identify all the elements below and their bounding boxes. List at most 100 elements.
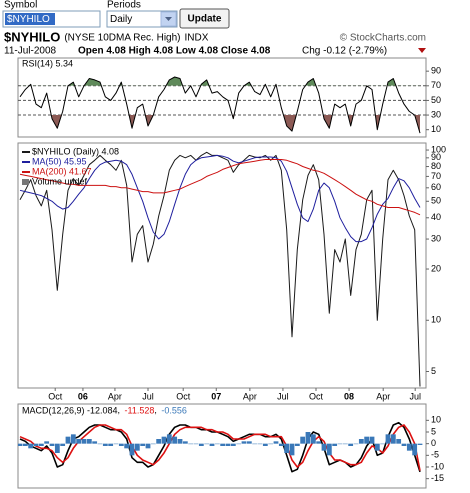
histogram-bar (342, 443, 348, 445)
histogram-bar (177, 439, 183, 444)
histogram-bar (33, 443, 39, 446)
histogram-bar (108, 443, 114, 446)
price-line (19, 154, 421, 243)
histogram-bar (284, 443, 290, 453)
histogram-bar (129, 443, 135, 456)
update-button[interactable] (179, 8, 230, 29)
macd-line (19, 421, 421, 473)
y-tick-label: -5 (431, 450, 439, 460)
y-tick-label: 20 (431, 263, 441, 273)
y-tick-label: 70 (431, 80, 441, 90)
histogram-bar (374, 443, 380, 451)
macd-line (19, 424, 421, 471)
y-tick-label: 60 (431, 182, 441, 192)
histogram-bar (358, 439, 364, 444)
x-tick-label: 06 (78, 391, 88, 401)
histogram-bar (49, 443, 55, 446)
legend-label: $NYHILO (Daily) 4.08 (32, 146, 119, 156)
histogram-bar (305, 432, 311, 444)
change: Chg -0.12 (-2.79%) (302, 46, 387, 57)
histogram-bar (326, 443, 332, 456)
histogram-bar (294, 443, 300, 446)
histogram-bar (241, 441, 247, 444)
histogram-bar (230, 443, 236, 446)
histogram-bar (300, 436, 306, 444)
y-tick-label: 50 (431, 95, 441, 105)
histogram-bar (54, 443, 60, 453)
histogram-bar (273, 441, 279, 444)
histogram-bar (124, 443, 130, 449)
histogram-bar (166, 434, 172, 444)
histogram-bar (22, 443, 28, 446)
y-tick-label: 50 (431, 196, 441, 206)
histogram-bar (18, 443, 23, 446)
histogram-bar (246, 441, 252, 444)
histogram-bar (316, 441, 322, 444)
period-select[interactable] (106, 10, 178, 28)
histogram-bar (188, 443, 194, 445)
selection (5, 13, 55, 25)
legend-label: Volume undef (32, 176, 88, 186)
histogram-bar (113, 443, 119, 445)
histogram-bar (156, 439, 162, 444)
histogram-bar (278, 443, 284, 446)
histogram-bar (134, 443, 140, 451)
histogram-bar (86, 439, 92, 444)
header-exchange: INDX (185, 33, 209, 44)
symbol-value: $NYHILO (7, 14, 50, 25)
y-tick-label: 0 (431, 438, 436, 448)
histogram-bar (417, 443, 423, 445)
histogram-bar (182, 441, 188, 444)
histogram-bar (60, 443, 66, 446)
price-line (19, 151, 421, 387)
x-tick-label: 07 (211, 391, 221, 401)
histogram-bar (209, 443, 215, 446)
y-tick-label: 90 (431, 66, 441, 76)
histogram-bar (348, 443, 354, 446)
x-tick-label: Jul (277, 391, 289, 401)
update-label: Update (188, 14, 222, 25)
histogram-bar (145, 443, 151, 449)
y-tick-label: 80 (431, 161, 441, 171)
y-tick-label: 5 (431, 426, 436, 436)
histogram-bar (204, 443, 210, 445)
histogram-bar (268, 443, 274, 445)
histogram-bar (81, 439, 87, 444)
x-tick-label: 08 (344, 391, 354, 401)
histogram-bar (321, 443, 327, 451)
histogram-bar (364, 436, 370, 444)
histogram-bar (406, 443, 412, 451)
y-tick-label: 30 (431, 233, 441, 243)
histogram-bar (353, 443, 359, 445)
x-tick-label: Apr (243, 391, 257, 401)
histogram-bar (193, 443, 199, 445)
y-tick-label: -10 (431, 461, 444, 471)
histogram-bar (65, 436, 71, 444)
histogram-bar (380, 443, 386, 445)
down-arrow (418, 48, 426, 53)
quote: Open 4.08 High 4.08 Low 4.08 Close 4.08 (78, 46, 271, 57)
header-symbol: $NYHILO (4, 29, 60, 44)
histogram-bar (252, 443, 258, 445)
x-tick-label: Apr (108, 391, 122, 401)
x-tick-label: Oct (176, 391, 191, 401)
y-tick-label: 10 (431, 124, 441, 134)
histogram-bar (332, 443, 338, 446)
histogram-bar (369, 436, 375, 444)
histogram-bar (337, 443, 343, 445)
histogram-bar (225, 443, 231, 446)
periods-label: Periods (107, 0, 141, 11)
y-tick-label: 5 (431, 366, 436, 376)
histogram-bar (390, 434, 396, 444)
histogram-bar (70, 434, 76, 444)
y-tick-label: 100 (431, 144, 446, 154)
symbol-label: Symbol (4, 0, 37, 11)
histogram-bar (236, 443, 242, 445)
period-value: Daily (110, 14, 132, 25)
histogram-bar (150, 443, 156, 445)
x-tick-label: Oct (48, 391, 63, 401)
histogram-bar (220, 443, 226, 446)
y-tick-label: -15 (431, 473, 444, 483)
y-tick-label: 70 (431, 171, 441, 181)
price-plot (19, 151, 421, 387)
